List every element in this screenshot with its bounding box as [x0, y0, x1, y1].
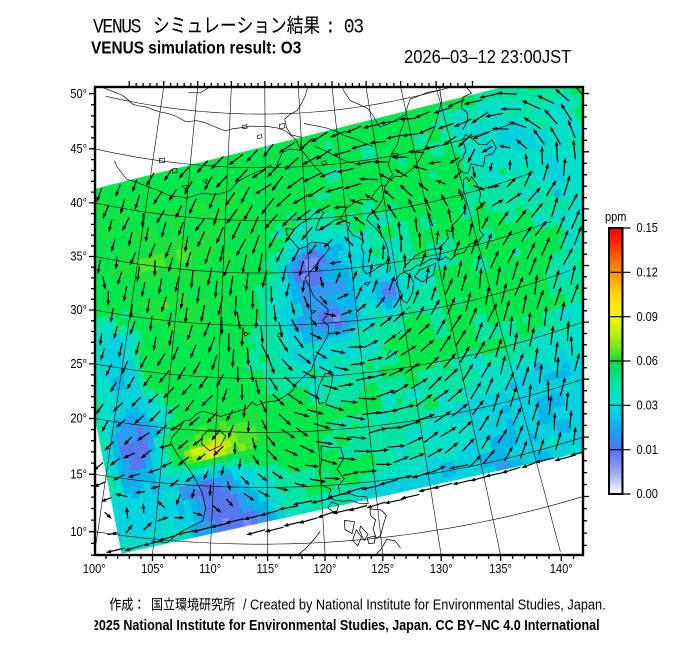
svg-text:130°: 130° — [430, 562, 453, 576]
svg-text:0.09: 0.09 — [637, 310, 658, 324]
svg-text:45°: 45° — [70, 142, 87, 156]
svg-text:30°: 30° — [70, 304, 87, 318]
svg-text:100°: 100° — [83, 562, 106, 576]
svg-text:0.03: 0.03 — [637, 399, 659, 413]
svg-text:0.00: 0.00 — [637, 488, 659, 502]
svg-text:ppm: ppm — [605, 210, 627, 224]
svg-text:20°: 20° — [70, 412, 87, 426]
svg-text:2026–03–12 23:00JST: 2026–03–12 23:00JST — [404, 46, 571, 67]
svg-text:0.06: 0.06 — [637, 355, 659, 369]
svg-text:140°: 140° — [550, 562, 573, 576]
svg-text:40°: 40° — [70, 196, 87, 210]
svg-text:VENUS: VENUS — [93, 16, 141, 39]
svg-text:0.15: 0.15 — [637, 222, 659, 236]
svg-text:©2025 National Institute for E: ©2025 National Institute for Environment… — [83, 617, 600, 633]
svg-text:25°: 25° — [70, 357, 87, 371]
svg-text:0.01: 0.01 — [637, 443, 658, 457]
svg-text:15°: 15° — [70, 468, 87, 482]
svg-text:105°: 105° — [141, 562, 164, 576]
svg-text:135°: 135° — [489, 562, 512, 576]
svg-text:115°: 115° — [257, 562, 279, 576]
svg-text:50°: 50° — [70, 87, 87, 101]
svg-text:120°: 120° — [314, 562, 337, 576]
svg-text:VENUS simulation result: O3: VENUS simulation result: O3 — [91, 39, 301, 58]
svg-text:: 03: : 03 — [325, 16, 364, 39]
svg-text:0.12: 0.12 — [637, 266, 658, 280]
svg-text:35°: 35° — [70, 250, 87, 264]
svg-text:/ Created by National Institut: / Created by National Institute for Envi… — [243, 597, 606, 613]
svg-text:110°: 110° — [199, 562, 221, 576]
svg-text:10°: 10° — [70, 525, 87, 539]
svg-text:125°: 125° — [371, 562, 394, 576]
